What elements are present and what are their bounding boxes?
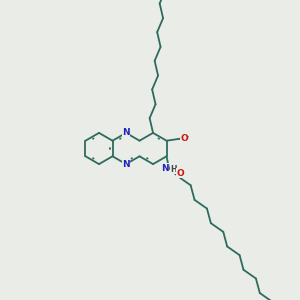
Text: H: H	[170, 165, 177, 174]
Text: N: N	[122, 160, 130, 169]
Text: O: O	[180, 134, 188, 143]
Text: N: N	[122, 128, 130, 137]
Text: O: O	[177, 169, 184, 178]
Text: N: N	[161, 164, 168, 172]
